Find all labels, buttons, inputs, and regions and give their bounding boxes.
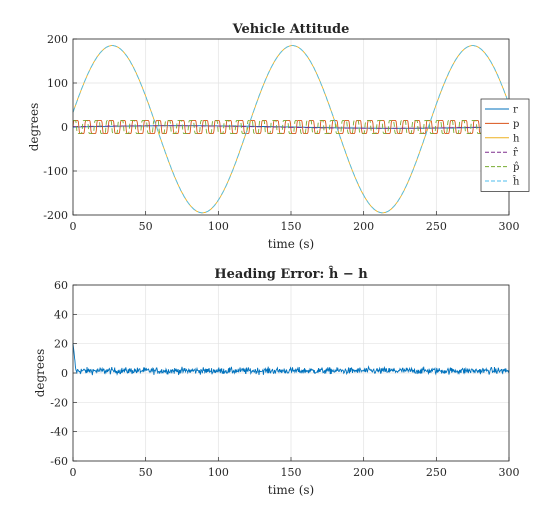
- y-tick-labels: -200 -100 0 100 200: [43, 33, 68, 222]
- x-tick-label: 150: [281, 466, 302, 479]
- chart-title: Vehicle Attitude: [232, 22, 350, 37]
- x-tick-label: 50: [139, 220, 153, 233]
- y-axis-label: degrees: [27, 103, 41, 152]
- x-tick-label: 300: [499, 220, 520, 233]
- legend-label: p̂: [513, 162, 519, 173]
- y-tick-label: 200: [47, 33, 68, 46]
- y-tick-labels: -60 -40 -20 0 20 40 60: [50, 279, 68, 468]
- y-tick-label: -60: [50, 455, 68, 468]
- y-tick-label: -100: [43, 165, 68, 178]
- x-tick-label: 0: [70, 220, 77, 233]
- legend-label: h: [513, 133, 520, 144]
- y-tick-label: 0: [61, 367, 68, 380]
- chart-vehicle-attitude: Vehicle Attitude 0 50 100 150 200 250 300 -200…: [27, 22, 529, 251]
- x-tick-label: 150: [281, 220, 302, 233]
- y-tick-label: -20: [50, 396, 68, 409]
- y-axis-label: degrees: [33, 349, 47, 398]
- y-tick-label: -40: [50, 426, 68, 439]
- x-tick-label: 100: [208, 220, 229, 233]
- legend-label: ĥ: [512, 176, 520, 188]
- x-axis-label: time (s): [268, 237, 314, 251]
- x-tick-label: 200: [353, 220, 374, 233]
- legend-box: [481, 99, 529, 191]
- legend-label: p: [513, 119, 519, 130]
- x-tick-label: 200: [353, 466, 374, 479]
- x-tick-label: 250: [426, 466, 447, 479]
- chart-title: Heading Error: ĥ − h: [214, 266, 368, 282]
- legend-label: r: [513, 105, 518, 116]
- y-tick-label: 60: [54, 279, 68, 292]
- y-tick-label: 0: [61, 121, 68, 134]
- legend-label: r̂: [513, 148, 518, 159]
- x-tick-label: 0: [70, 466, 77, 479]
- x-tick-labels: 0 50 100 150 200 250 300: [70, 466, 520, 479]
- x-tick-label: 50: [139, 466, 153, 479]
- y-tick-label: 40: [54, 308, 68, 321]
- y-tick-label: -200: [43, 209, 68, 222]
- x-tick-labels: 0 50 100 150 200 250 300: [70, 220, 520, 233]
- legend: rph r̂ p̂ ĥ: [481, 99, 529, 191]
- x-tick-label: 250: [426, 220, 447, 233]
- x-axis-label: time (s): [268, 483, 314, 497]
- y-tick-label: 20: [54, 338, 68, 351]
- x-tick-label: 300: [499, 466, 520, 479]
- y-tick-label: 100: [47, 77, 68, 90]
- x-tick-label: 100: [208, 466, 229, 479]
- chart-heading-error: Heading Error: ĥ − h 0 50 100 150 200 250 300 …: [33, 266, 520, 497]
